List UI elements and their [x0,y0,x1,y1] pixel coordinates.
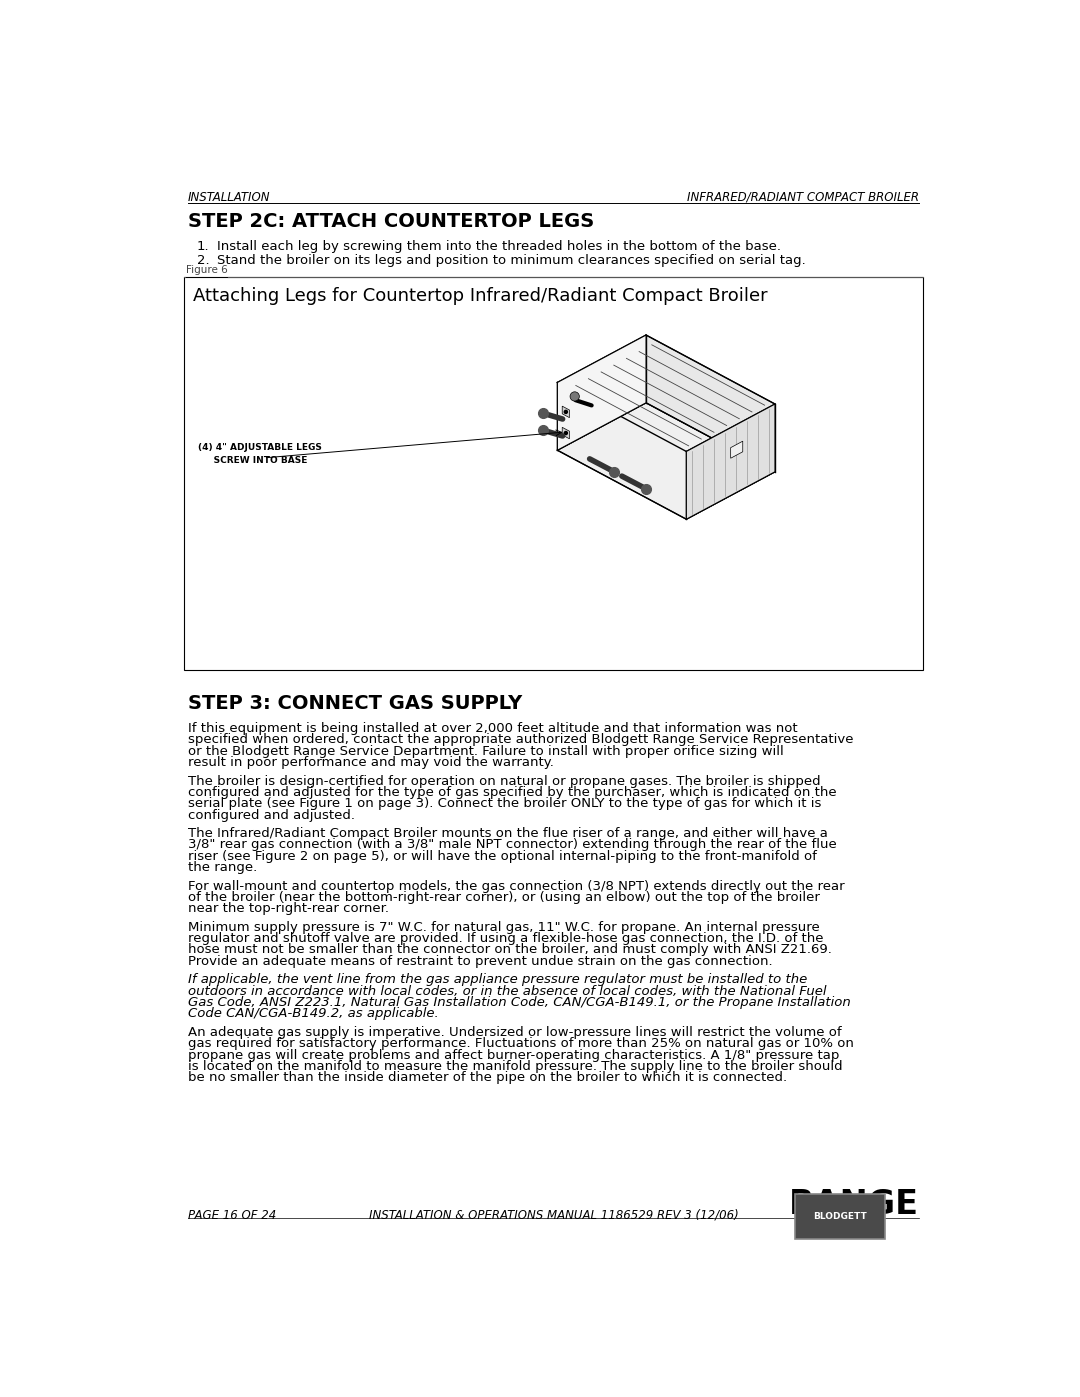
Text: Gas Code, ANSI Z223.1, Natural Gas Installation Code, CAN/CGA-B149.1, or the Pro: Gas Code, ANSI Z223.1, Natural Gas Insta… [188,996,850,1009]
Text: riser (see Figure 2 on page 5), or will have the optional internal-piping to the: riser (see Figure 2 on page 5), or will … [188,849,816,863]
Text: RANGE: RANGE [789,1187,919,1221]
Text: 3/8" rear gas connection (with a 3/8" male NPT connector) extending through the : 3/8" rear gas connection (with a 3/8" ma… [188,838,836,851]
Polygon shape [646,335,775,472]
Bar [184,277,923,669]
Text: Stand the broiler on its legs and position to minimum clearances specified on se: Stand the broiler on its legs and positi… [217,254,806,267]
Text: result in poor performance and may void the warranty.: result in poor performance and may void … [188,756,554,770]
Text: If this equipment is being installed at over 2,000 feet altitude and that inform: If this equipment is being installed at … [188,722,797,735]
Polygon shape [557,335,646,450]
Text: or the Blodgett Range Service Department. Failure to install with proper orifice: or the Blodgett Range Service Department… [188,745,783,757]
Text: is located on the manifold to measure the manifold pressure. The supply line to : is located on the manifold to measure th… [188,1060,842,1073]
Text: 2.: 2. [197,254,210,267]
Text: of the broiler (near the bottom-right-rear corner), or (using an elbow) out the : of the broiler (near the bottom-right-re… [188,891,820,904]
Text: configured and adjusted for the type of gas specified by the purchaser, which is: configured and adjusted for the type of … [188,787,836,799]
Text: Code CAN/CGA-B149.2, as applicable.: Code CAN/CGA-B149.2, as applicable. [188,1007,438,1020]
Text: 1.: 1. [197,240,210,253]
Text: The broiler is design-certified for operation on natural or propane gases. The b: The broiler is design-certified for oper… [188,774,821,788]
Text: INSTALLATION & OPERATIONS MANUAL 1186529 REV 3 (12/06): INSTALLATION & OPERATIONS MANUAL 1186529… [368,1208,739,1222]
Polygon shape [557,402,775,520]
Text: The Infrared/Radiant Compact Broiler mounts on the flue riser of a range, and ei: The Infrared/Radiant Compact Broiler mou… [188,827,827,840]
Text: BLODGETT: BLODGETT [813,1213,867,1221]
Text: configured and adjusted.: configured and adjusted. [188,809,354,821]
Text: STEP 2C: ATTACH COUNTERTOP LEGS: STEP 2C: ATTACH COUNTERTOP LEGS [188,212,594,232]
Text: INFRARED/RADIANT COMPACT BROILER: INFRARED/RADIANT COMPACT BROILER [687,191,919,204]
Text: Provide an adequate means of restraint to prevent undue strain on the gas connec: Provide an adequate means of restraint t… [188,956,772,968]
Text: gas required for satisfactory performance. Fluctuations of more than 25% on natu: gas required for satisfactory performanc… [188,1037,853,1051]
Text: If applicable, the vent line from the gas appliance pressure regulator must be i: If applicable, the vent line from the ga… [188,974,807,986]
Text: STEP 3: CONNECT GAS SUPPLY: STEP 3: CONNECT GAS SUPPLY [188,694,522,714]
Text: Figure 6: Figure 6 [186,264,228,275]
Polygon shape [563,427,569,439]
Text: propane gas will create problems and affect burner-operating characteristics. A : propane gas will create problems and aff… [188,1049,839,1062]
Polygon shape [686,404,775,520]
Polygon shape [731,441,743,458]
Text: the range.: the range. [188,862,257,875]
Text: serial plate (see Figure 1 on page 3). Connect the broiler ONLY to the type of g: serial plate (see Figure 1 on page 3). C… [188,798,821,810]
Text: Attaching Legs for Countertop Infrared/Radiant Compact Broiler: Attaching Legs for Countertop Infrared/R… [193,286,768,305]
Polygon shape [563,407,569,418]
Text: Minimum supply pressure is 7" W.C. for natural gas, 11" W.C. for propane. An int: Minimum supply pressure is 7" W.C. for n… [188,921,820,933]
Circle shape [564,411,567,414]
Text: Install each leg by screwing them into the threaded holes in the bottom of the b: Install each leg by screwing them into t… [217,240,781,253]
Circle shape [570,391,579,401]
Text: For wall-mount and countertop models, the gas connection (3/8 NPT) extends direc: For wall-mount and countertop models, th… [188,880,845,893]
Text: hose must not be smaller than the connector on the broiler, and must comply with: hose must not be smaller than the connec… [188,943,832,957]
Text: near the top-right-rear corner.: near the top-right-rear corner. [188,902,389,915]
Text: An adequate gas supply is imperative. Undersized or low-pressure lines will rest: An adequate gas supply is imperative. Un… [188,1025,841,1039]
Text: regulator and shutoff valve are provided. If using a flexible-hose gas connectio: regulator and shutoff valve are provided… [188,932,823,946]
Text: (4) 4" ADJUSTABLE LEGS
     SCREW INTO BASE: (4) 4" ADJUSTABLE LEGS SCREW INTO BASE [198,443,322,465]
Text: be no smaller than the inside diameter of the pipe on the broiler to which it is: be no smaller than the inside diameter o… [188,1071,787,1084]
Text: PAGE 16 OF 24: PAGE 16 OF 24 [188,1208,276,1222]
Text: specified when ordered, contact the appropriate authorized Blodgett Range Servic: specified when ordered, contact the appr… [188,733,853,746]
Text: outdoors in accordance with local codes, or in the absence of local codes, with : outdoors in accordance with local codes,… [188,985,826,997]
Circle shape [564,432,567,434]
Text: INSTALLATION: INSTALLATION [188,191,270,204]
